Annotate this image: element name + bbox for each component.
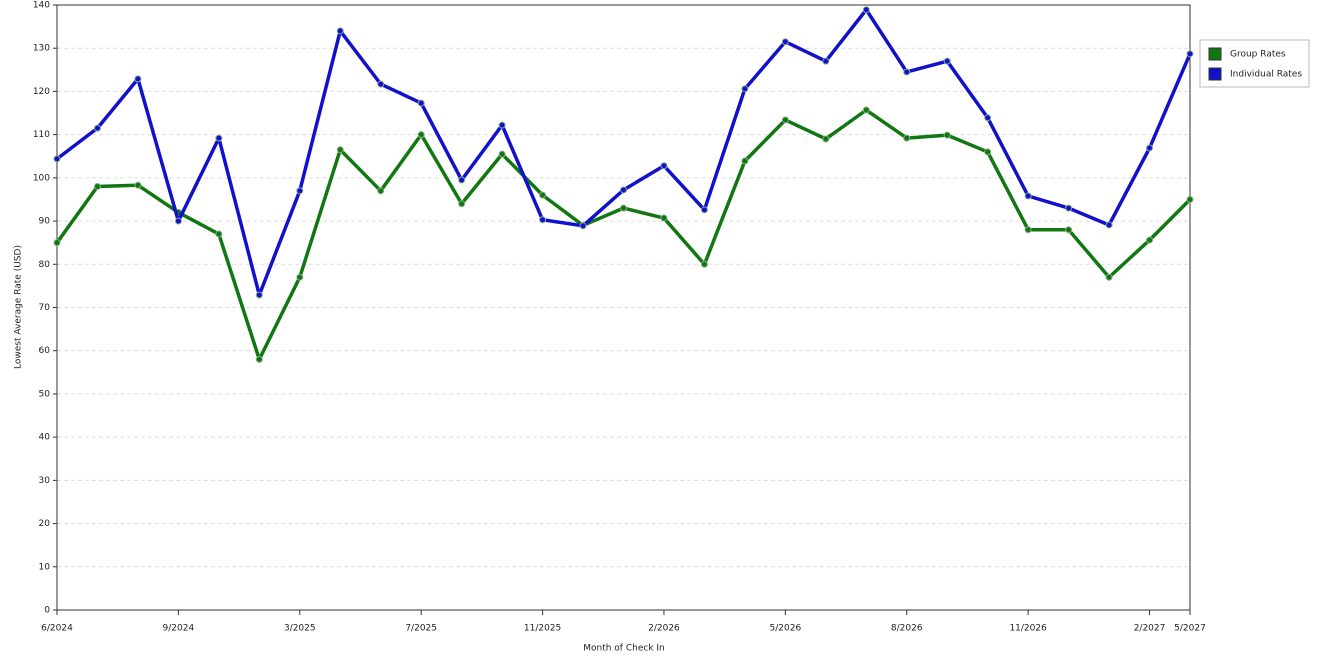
data-point [862,106,870,114]
data-point [1024,226,1032,234]
data-point [458,176,466,184]
data-point [377,187,385,195]
data-point [93,124,101,132]
data-point [700,206,708,214]
data-point [1146,144,1154,152]
data-point [296,273,304,281]
data-point [781,116,789,124]
data-point [1105,273,1113,281]
data-point [822,57,830,65]
data-point [984,114,992,122]
y-tick-label: 140 [33,1,50,11]
data-point [700,260,708,268]
data-point [134,75,142,83]
data-point [336,27,344,35]
data-point [296,187,304,195]
y-tick-label: 0 [44,606,50,616]
x-tick-label: 2/2027 [1134,624,1166,634]
data-point [215,134,223,142]
data-point [903,134,911,142]
data-point [660,162,668,170]
data-point [1186,195,1194,203]
x-tick-label: 5/2027 [1174,624,1206,634]
x-tick-label: 6/2024 [41,624,73,634]
y-tick-label: 40 [39,433,51,443]
data-point [215,230,223,238]
data-point [943,57,951,65]
data-point [620,204,627,212]
data-point [781,38,789,46]
data-point [53,155,61,163]
y-tick-label: 120 [33,87,50,97]
y-tick-label: 80 [39,260,51,270]
data-point [943,131,951,139]
data-point [1024,192,1032,200]
data-point [660,214,668,222]
x-tick-label: 9/2024 [163,624,195,634]
data-point [498,121,506,129]
data-point [822,135,830,143]
data-point [255,291,263,299]
data-point [255,355,263,363]
data-point [498,150,506,158]
legend-label: Group Rates [1230,50,1286,60]
data-point [174,217,182,225]
y-axis-title: Lowest Average Rate (USD) [14,245,24,369]
data-point [539,216,547,224]
legend-swatch [1208,67,1222,81]
data-point [417,131,425,139]
x-tick-label: 5/2026 [770,624,802,634]
data-point [741,85,749,93]
x-tick-label: 8/2026 [891,624,923,634]
series-line [55,108,1192,362]
x-tick-label: 3/2025 [284,624,316,634]
data-point [539,191,547,199]
data-point [1065,204,1073,212]
y-tick-label: 30 [39,476,51,486]
data-point [579,222,587,230]
x-tick-label: 2/2026 [648,624,680,634]
y-tick-label: 130 [33,44,50,54]
y-tick-label: 100 [33,173,50,183]
data-point [53,239,61,247]
series-line [55,8,1192,297]
data-point [377,80,385,88]
data-point [741,157,749,165]
x-tick-label: 11/2026 [1009,624,1047,634]
legend-swatch [1208,47,1222,61]
data-point [417,99,425,107]
data-point [620,186,627,194]
y-tick-label: 90 [39,217,51,227]
data-point [458,200,466,208]
x-tick-label: 7/2025 [405,624,437,634]
data-point [1146,236,1154,244]
data-point [903,68,911,76]
data-point [984,148,992,156]
y-tick-label: 20 [39,519,51,529]
legend-label: Individual Rates [1230,70,1302,80]
data-point [134,181,142,189]
x-axis-title: Month of Check In [583,644,665,654]
data-point [336,146,344,154]
y-tick-label: 70 [39,303,51,313]
data-point [1186,50,1194,58]
data-point [1105,221,1113,229]
y-tick-label: 110 [33,130,50,140]
x-tick-label: 11/2025 [524,624,561,634]
plot-frame [56,4,1191,611]
y-tick-label: 60 [39,346,51,356]
data-point [862,6,870,14]
data-point [93,183,101,190]
y-tick-label: 10 [39,562,51,572]
y-tick-label: 50 [39,389,51,399]
data-point [1065,226,1073,234]
